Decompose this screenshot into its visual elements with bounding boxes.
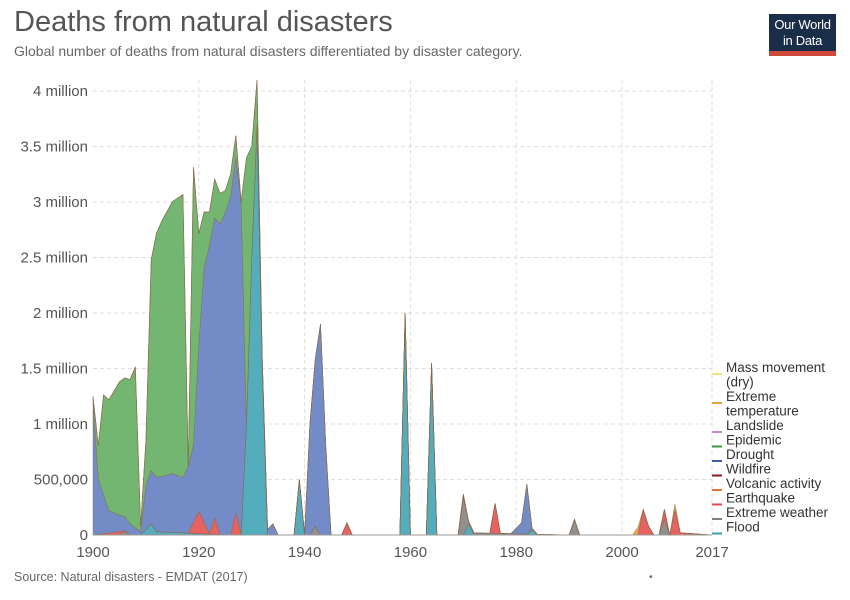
legend-label: Epidemic xyxy=(726,433,782,448)
y-tick-label: 2 million xyxy=(33,305,88,322)
logo-line-2: in Data xyxy=(782,33,823,48)
legend-label: temperature xyxy=(726,404,799,419)
legend-item-extreme-weather[interactable]: Extreme weather xyxy=(712,505,829,520)
y-tick-label: 4 million xyxy=(33,83,88,100)
legend-label: Extreme weather xyxy=(726,505,829,520)
logo-line-1: Our World xyxy=(774,17,831,32)
x-tick-label: 1940 xyxy=(288,544,321,561)
legend-swatch xyxy=(712,518,722,520)
legend-label: Earthquake xyxy=(726,491,795,506)
legend-item-earthquake[interactable]: Earthquake xyxy=(712,491,795,506)
owid-logo[interactable]: Our World in Data xyxy=(769,14,836,56)
legend-item-drought[interactable]: Drought xyxy=(712,447,774,462)
page-title: Deaths from natural disasters xyxy=(14,6,393,38)
legend-swatch xyxy=(712,431,722,433)
footer-mark: • xyxy=(649,572,653,583)
legend-swatch xyxy=(712,503,722,506)
axis-layer: 0 500,000 1 million 1.5 million 2 million 2.5… xyxy=(20,83,728,561)
legend-item-mass-movement-dry-[interactable]: Mass movement(dry) xyxy=(712,360,825,390)
y-tick-label: 1.5 million xyxy=(20,361,88,378)
legend-label: Landslide xyxy=(726,418,784,433)
legend-swatch xyxy=(712,402,722,404)
legend-swatch xyxy=(712,460,722,462)
x-tick-label: 1900 xyxy=(76,544,109,561)
stacked-area-chart: 0 500,000 1 million 1.5 million 2 million 2.5… xyxy=(20,79,829,561)
y-tick-label: 3 million xyxy=(33,194,88,211)
legend-item-flood[interactable]: Flood xyxy=(712,520,760,535)
legend-label: Wildfire xyxy=(726,462,771,477)
x-tick-label: 1960 xyxy=(394,544,427,561)
source-note: Source: Natural disasters - EMDAT (2017) xyxy=(14,570,248,584)
legend-swatch xyxy=(712,489,722,491)
legend-label: Mass movement xyxy=(726,360,825,375)
y-tick-label: 3.5 million xyxy=(20,139,88,156)
legend-item-landslide[interactable]: Landslide xyxy=(712,418,784,433)
legend-swatch xyxy=(712,474,722,477)
y-tick-label: 500,000 xyxy=(34,472,88,489)
x-tick-label: 1920 xyxy=(182,544,215,561)
legend-label: Extreme xyxy=(726,389,776,404)
legend-item-wildfire[interactable]: Wildfire xyxy=(712,462,771,477)
area-layer xyxy=(92,79,713,536)
x-tick-label: 1980 xyxy=(500,544,533,561)
logo-accent-bar xyxy=(769,51,836,56)
legend-label: Flood xyxy=(726,520,760,535)
legend-label: (dry) xyxy=(726,375,754,390)
x-tick-label: 2000 xyxy=(605,544,638,561)
y-tick-label: 0 xyxy=(80,527,88,544)
legend-item-volcanic-activity[interactable]: Volcanic activity xyxy=(712,476,822,491)
legend-label: Volcanic activity xyxy=(726,476,822,491)
x-tick-label: 2017 xyxy=(695,544,728,561)
legend-swatch xyxy=(712,445,722,448)
y-tick-label: 2.5 million xyxy=(20,250,88,267)
legend-item-epidemic[interactable]: Epidemic xyxy=(712,433,782,448)
legend-swatch xyxy=(712,373,722,375)
legend-swatch xyxy=(712,532,722,535)
legend-label: Drought xyxy=(726,447,774,462)
legend: Mass movement(dry)ExtremetemperatureLand… xyxy=(712,360,829,535)
y-tick-label: 1 million xyxy=(33,416,88,433)
page-subtitle: Global number of deaths from natural dis… xyxy=(14,43,523,59)
